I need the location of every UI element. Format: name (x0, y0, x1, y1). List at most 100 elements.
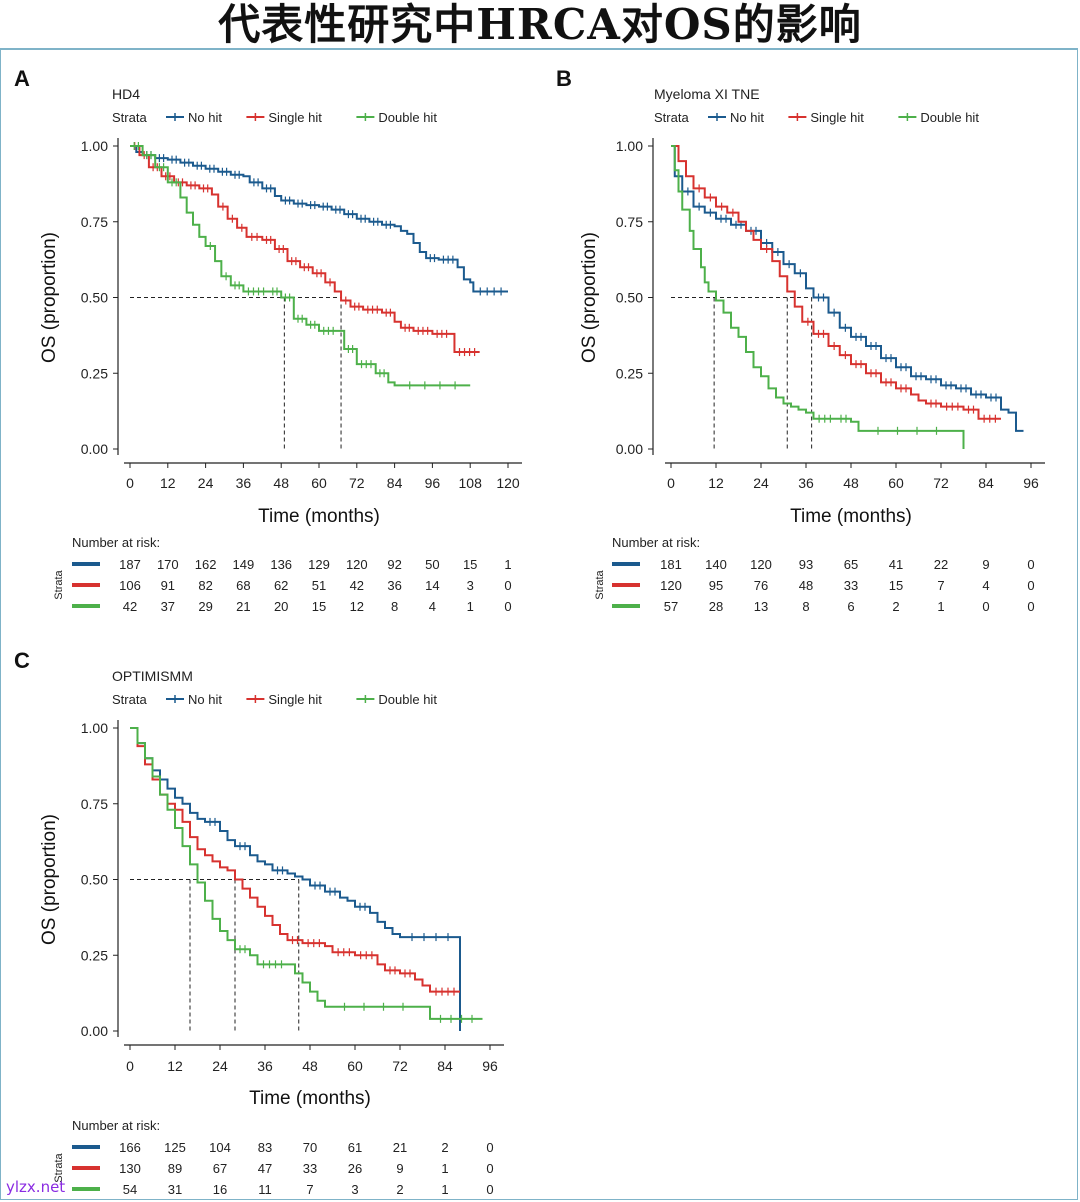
risk-value-single-hit: 42 (350, 578, 364, 593)
risk-table-label: Number at risk: (612, 535, 700, 550)
legend-entry-double-hit: Double hit (920, 110, 979, 125)
risk-table-strata-label: Strata (53, 569, 65, 599)
risk-value-no-hit: 120 (750, 557, 772, 572)
risk-value-double-hit: 15 (312, 599, 326, 614)
risk-value-single-hit: 4 (982, 578, 989, 593)
risk-value-single-hit: 36 (387, 578, 401, 593)
risk-value-single-hit: 7 (937, 578, 944, 593)
risk-table-strata-label: Strata (594, 569, 606, 599)
legend-strata-label: Strata (112, 110, 147, 125)
y-tick-label: 1.00 (81, 720, 108, 736)
risk-value-no-hit: 15 (463, 557, 477, 572)
risk-value-single-hit: 0 (504, 578, 511, 593)
x-axis-label: Time (months) (790, 506, 912, 527)
x-tick-label: 60 (888, 475, 904, 491)
x-tick-label: 72 (392, 1058, 408, 1074)
legend-strata-label: Strata (112, 692, 147, 707)
legend-entry-no-hit: No hit (188, 110, 222, 125)
km-curve-double-hit (130, 145, 471, 387)
risk-value-no-hit: 1 (504, 557, 511, 572)
risk-value-no-hit: 125 (164, 1140, 186, 1155)
km-curve-single-hit (130, 727, 460, 993)
x-axis-label: Time (months) (258, 506, 380, 527)
panel-letter: A (14, 66, 30, 91)
x-tick-label: 48 (843, 475, 859, 491)
risk-value-no-hit: 136 (270, 557, 292, 572)
risk-value-no-hit: 2 (441, 1140, 448, 1155)
x-tick-label: 72 (933, 475, 949, 491)
legend-entry-single-hit: Single hit (268, 692, 322, 707)
panel-b: B Myeloma XI TNE Strata No hit Single hit Dou… (556, 66, 1045, 614)
x-tick-label: 84 (437, 1058, 453, 1074)
legend-entry-single-hit: Single hit (810, 110, 864, 125)
x-tick-label: 60 (311, 475, 327, 491)
risk-value-no-hit: 70 (303, 1140, 317, 1155)
page-title: 代表性研究中HRCA对OS的影响 (218, 0, 862, 49)
risk-value-single-hit: 91 (161, 578, 175, 593)
legend-entry-double-hit: Double hit (378, 692, 437, 707)
y-tick-label: 0.75 (81, 796, 108, 812)
risk-value-no-hit: 61 (348, 1140, 362, 1155)
y-tick-label: 0.75 (616, 214, 643, 230)
x-tick-label: 0 (126, 475, 134, 491)
panel-letter: C (14, 648, 30, 673)
risk-value-double-hit: 31 (168, 1182, 182, 1197)
risk-value-double-hit: 8 (802, 599, 809, 614)
risk-value-no-hit: 93 (799, 557, 813, 572)
x-tick-label: 96 (425, 475, 441, 491)
risk-value-double-hit: 54 (123, 1182, 137, 1197)
risk-value-single-hit: 120 (660, 578, 682, 593)
risk-value-single-hit: 130 (119, 1161, 141, 1176)
risk-value-single-hit: 14 (425, 578, 439, 593)
risk-value-double-hit: 6 (847, 599, 854, 614)
risk-value-double-hit: 3 (351, 1182, 358, 1197)
risk-value-single-hit: 68 (236, 578, 250, 593)
y-tick-label: 1.00 (616, 138, 643, 154)
risk-value-single-hit: 62 (274, 578, 288, 593)
risk-value-no-hit: 92 (387, 557, 401, 572)
x-tick-label: 120 (496, 475, 520, 491)
risk-value-no-hit: 22 (934, 557, 948, 572)
risk-value-single-hit: 9 (396, 1161, 403, 1176)
y-tick-label: 0.50 (616, 290, 643, 306)
risk-value-single-hit: 33 (303, 1161, 317, 1176)
x-tick-label: 96 (482, 1058, 498, 1074)
risk-value-single-hit: 106 (119, 578, 141, 593)
y-tick-label: 0.00 (81, 441, 108, 457)
x-tick-label: 0 (667, 475, 675, 491)
legend-entry-no-hit: No hit (730, 110, 764, 125)
y-tick-label: 0.50 (81, 872, 108, 888)
x-tick-label: 72 (349, 475, 365, 491)
risk-value-double-hit: 7 (306, 1182, 313, 1197)
x-tick-label: 12 (167, 1058, 183, 1074)
risk-value-no-hit: 166 (119, 1140, 141, 1155)
risk-value-no-hit: 181 (660, 557, 682, 572)
x-tick-label: 12 (708, 475, 724, 491)
risk-value-double-hit: 13 (754, 599, 768, 614)
risk-value-double-hit: 0 (504, 599, 511, 614)
risk-value-double-hit: 1 (467, 599, 474, 614)
risk-value-single-hit: 51 (312, 578, 326, 593)
x-tick-label: 60 (347, 1058, 363, 1074)
risk-value-single-hit: 26 (348, 1161, 362, 1176)
risk-value-single-hit: 0 (1027, 578, 1034, 593)
x-tick-label: 96 (1023, 475, 1039, 491)
risk-value-no-hit: 83 (258, 1140, 272, 1155)
km-curve-no-hit (130, 727, 461, 1031)
risk-value-double-hit: 1 (937, 599, 944, 614)
y-tick-label: 0.00 (616, 441, 643, 457)
risk-value-no-hit: 0 (486, 1140, 493, 1155)
x-tick-label: 84 (978, 475, 994, 491)
risk-value-double-hit: 28 (709, 599, 723, 614)
risk-value-no-hit: 129 (308, 557, 330, 572)
y-tick-label: 0.50 (81, 290, 108, 306)
risk-value-no-hit: 9 (982, 557, 989, 572)
km-curve-double-hit (130, 727, 483, 1020)
risk-value-double-hit: 4 (429, 599, 436, 614)
risk-value-double-hit: 29 (198, 599, 212, 614)
y-tick-label: 0.00 (81, 1023, 108, 1039)
x-tick-label: 12 (160, 475, 176, 491)
panel-a: A HD4 Strata No hit Single hit Double hit 0.00… (14, 66, 522, 614)
y-tick-label: 0.75 (81, 214, 108, 230)
km-curve-single-hit (130, 145, 480, 354)
